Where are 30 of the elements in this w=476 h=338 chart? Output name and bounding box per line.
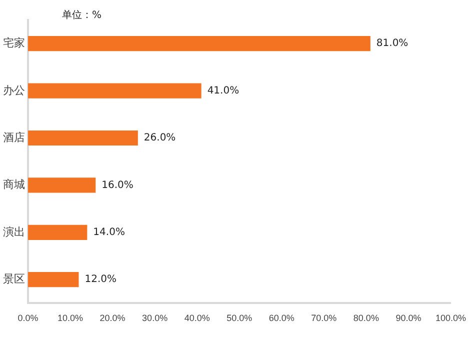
data-label: 81.0% (376, 38, 408, 50)
y-tick-label: 宅家 (3, 36, 25, 50)
x-tick-label: 30.0% (142, 313, 168, 324)
y-tick-label: 商城 (3, 178, 25, 192)
x-tick-label: 50.0% (226, 313, 252, 324)
bar (28, 272, 79, 288)
y-tick-label: 景区 (3, 274, 25, 286)
x-tick-label: 40.0% (184, 313, 210, 324)
data-label: 26.0% (144, 132, 176, 144)
bar (28, 224, 88, 240)
bar (28, 36, 370, 52)
y-tick-label: 办公 (3, 84, 25, 97)
annotation: 单位：% (62, 8, 102, 22)
x-tick-label: 70.0% (311, 313, 337, 324)
data-label: 16.0% (102, 180, 134, 191)
x-tick-label: 0.0% (18, 313, 38, 324)
x-tick-label: 100.0% (435, 313, 466, 324)
x-tick-label: 80.0% (353, 313, 379, 324)
x-tick-label: 20.0% (100, 313, 126, 324)
bar (28, 130, 138, 146)
y-tick-label: 酒店 (3, 131, 25, 144)
x-tick-label: 60.0% (268, 313, 294, 324)
y-tick-label: 演出 (3, 225, 25, 238)
data-label: 41.0% (207, 85, 240, 96)
x-tick-label: 90.0% (396, 313, 422, 324)
bar (28, 178, 96, 193)
x-tick-label: 10.0% (58, 313, 84, 324)
data-label: 14.0% (93, 226, 125, 238)
data-label: 12.0% (84, 274, 117, 286)
bar (28, 83, 202, 98)
